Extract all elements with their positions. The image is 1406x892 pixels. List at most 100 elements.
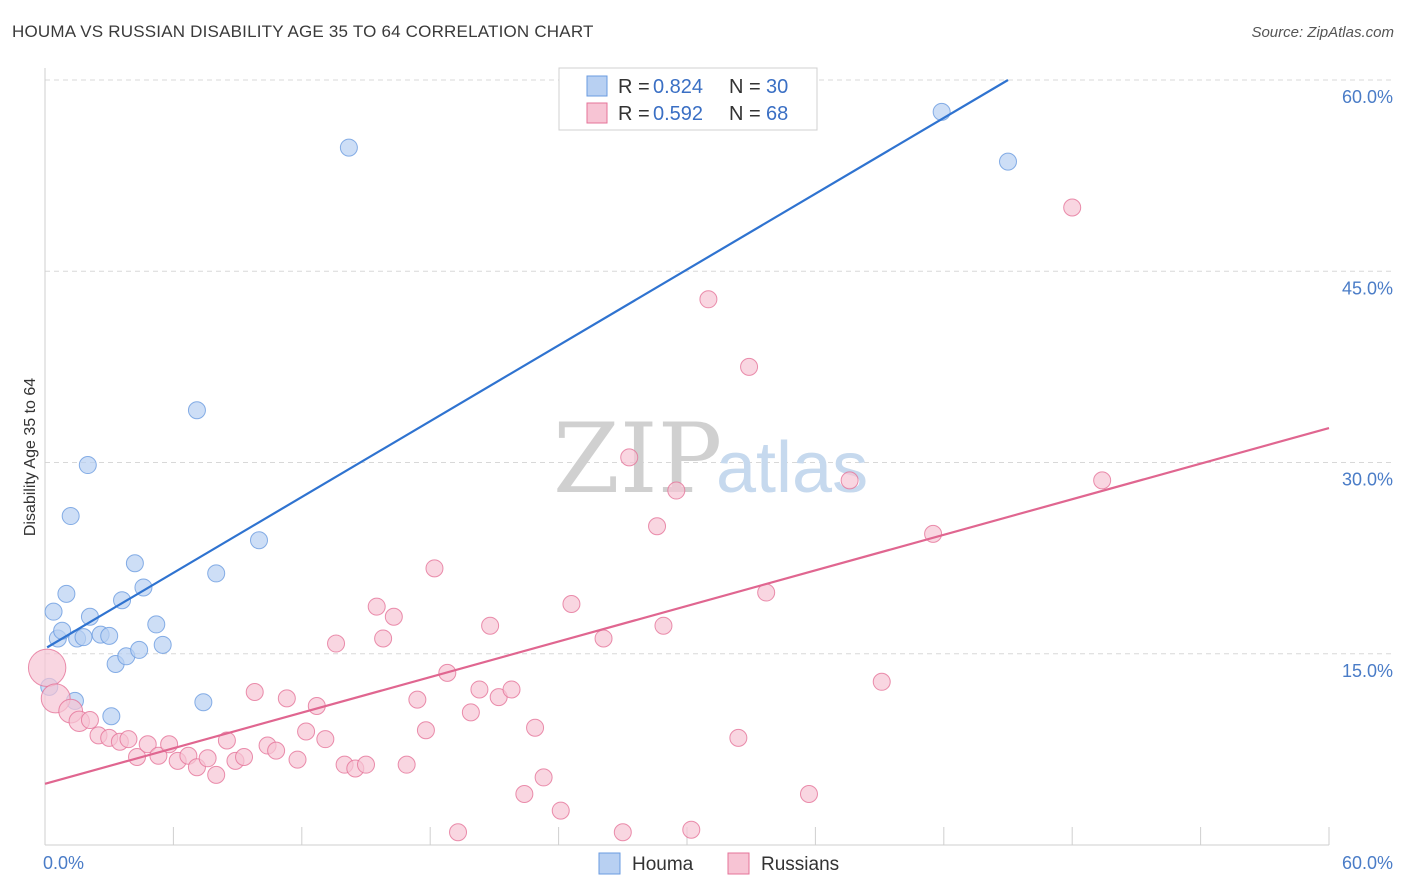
point-houma-5: [61, 507, 80, 526]
point-russians-0: [27, 648, 67, 687]
point-russians-61: [740, 357, 759, 376]
source-label: Source: ZipAtlas.com: [1251, 24, 1394, 41]
point-russians-8: [119, 730, 138, 749]
point-houma-28: [999, 152, 1017, 171]
legend-r-label-houma: R =: [618, 76, 650, 98]
x-tick-label-0: 0.0%: [43, 853, 84, 873]
point-russians-17: [207, 765, 226, 784]
point-russians-24: [277, 689, 296, 708]
point-russians-10: [138, 735, 157, 754]
point-houma-3: [53, 621, 72, 640]
point-russians-67: [1063, 198, 1082, 217]
point-houma-17: [125, 554, 144, 573]
point-russians-53: [613, 823, 632, 842]
point-houma-13: [102, 707, 121, 726]
point-russians-41: [449, 823, 468, 842]
legend-n-label-houma: N =: [729, 76, 761, 98]
point-houma-22: [187, 401, 206, 420]
point-russians-33: [367, 597, 386, 616]
point-houma-20: [147, 615, 166, 634]
point-houma-4: [57, 584, 76, 603]
point-russians-59: [699, 290, 718, 309]
point-russians-44: [481, 616, 500, 635]
point-russians-58: [682, 820, 701, 839]
point-houma-26: [339, 138, 358, 157]
stats-legend: R = 0.824 N = 30 R = 0.592 N = 68: [558, 67, 818, 131]
y-tick-label-2: 45.0%: [1342, 278, 1393, 298]
x-tick-labels: 0.0% 60.0%: [43, 853, 1393, 873]
point-russians-48: [526, 718, 545, 737]
point-russians-49: [534, 768, 553, 787]
legend-n-value-russians: 68: [766, 103, 788, 125]
point-houma-12: [100, 626, 119, 645]
point-houma-25: [250, 531, 268, 550]
point-russians-46: [502, 680, 521, 699]
point-russians-4: [80, 711, 99, 730]
y-tick-labels: 15.0% 30.0% 45.0% 60.0%: [1342, 87, 1393, 681]
legend-swatch-houma: [586, 75, 608, 97]
point-russians-21: [245, 683, 264, 701]
point-russians-55: [648, 517, 667, 536]
point-russians-23: [267, 741, 286, 760]
point-houma-8: [74, 628, 93, 647]
bottom-legend-swatch-houma: [598, 852, 621, 875]
point-russians-51: [562, 595, 581, 614]
trend-line-russians: [44, 427, 1330, 785]
trend-line-houma: [46, 79, 1009, 649]
watermark-atlas: atlas: [716, 428, 868, 508]
series-legend: Houma Russians: [598, 852, 839, 875]
point-russians-34: [374, 629, 393, 648]
point-houma-21: [153, 635, 172, 654]
point-russians-68: [1093, 471, 1112, 490]
point-russians-38: [416, 721, 435, 740]
point-russians-28: [316, 730, 335, 749]
point-houma-23: [194, 693, 213, 712]
point-russians-63: [799, 785, 818, 803]
point-russians-37: [408, 690, 427, 709]
bottom-legend-swatch-russians: [727, 852, 750, 875]
point-houma-19: [134, 578, 153, 597]
point-russians-56: [654, 616, 673, 635]
legend-n-label-russians: N =: [729, 103, 761, 125]
chart-title: HOUMA VS RUSSIAN DISABILITY AGE 35 TO 64…: [12, 22, 594, 41]
axes: [44, 68, 1330, 846]
point-russians-60: [729, 728, 748, 747]
y-tick-label-3: 60.0%: [1342, 87, 1393, 107]
point-russians-64: [840, 471, 859, 490]
y-tick-label-0: 15.0%: [1342, 661, 1393, 681]
point-russians-20: [235, 748, 254, 767]
point-houma-18: [130, 640, 149, 659]
watermark: ZIP atlas: [553, 403, 868, 515]
point-houma-1: [44, 602, 63, 621]
point-russians-25: [288, 750, 307, 769]
point-russians-32: [357, 755, 375, 774]
point-russians-29: [327, 634, 346, 653]
point-russians-57: [667, 481, 686, 500]
point-russians-16: [198, 749, 217, 768]
point-houma-9: [78, 456, 97, 475]
point-russians-42: [461, 703, 480, 722]
point-russians-65: [872, 672, 891, 691]
point-russians-47: [515, 785, 534, 803]
point-russians-43: [470, 680, 489, 699]
bottom-legend-label-houma: Houma: [632, 854, 694, 875]
legend-n-value-houma: 30: [766, 76, 788, 98]
trend-lines: [44, 79, 1330, 785]
bottom-legend-label-russians: Russians: [761, 854, 839, 875]
point-russians-26: [297, 722, 316, 741]
gridlines: [45, 79, 1395, 655]
x-tick-label-1: 60.0%: [1342, 853, 1393, 873]
legend-swatch-russians: [586, 102, 608, 124]
legend-r-label-russians: R =: [618, 103, 650, 125]
legend-r-value-houma: 0.824: [653, 76, 703, 98]
point-houma-24: [207, 564, 226, 583]
legend-r-value-russians: 0.592: [653, 103, 703, 125]
point-russians-35: [384, 607, 403, 626]
point-russians-39: [425, 559, 444, 578]
y-axis-label: Disability Age 35 to 64: [22, 378, 39, 536]
data-points: [27, 102, 1112, 842]
point-russians-54: [620, 448, 639, 467]
point-russians-50: [551, 801, 570, 820]
point-russians-52: [594, 629, 613, 648]
